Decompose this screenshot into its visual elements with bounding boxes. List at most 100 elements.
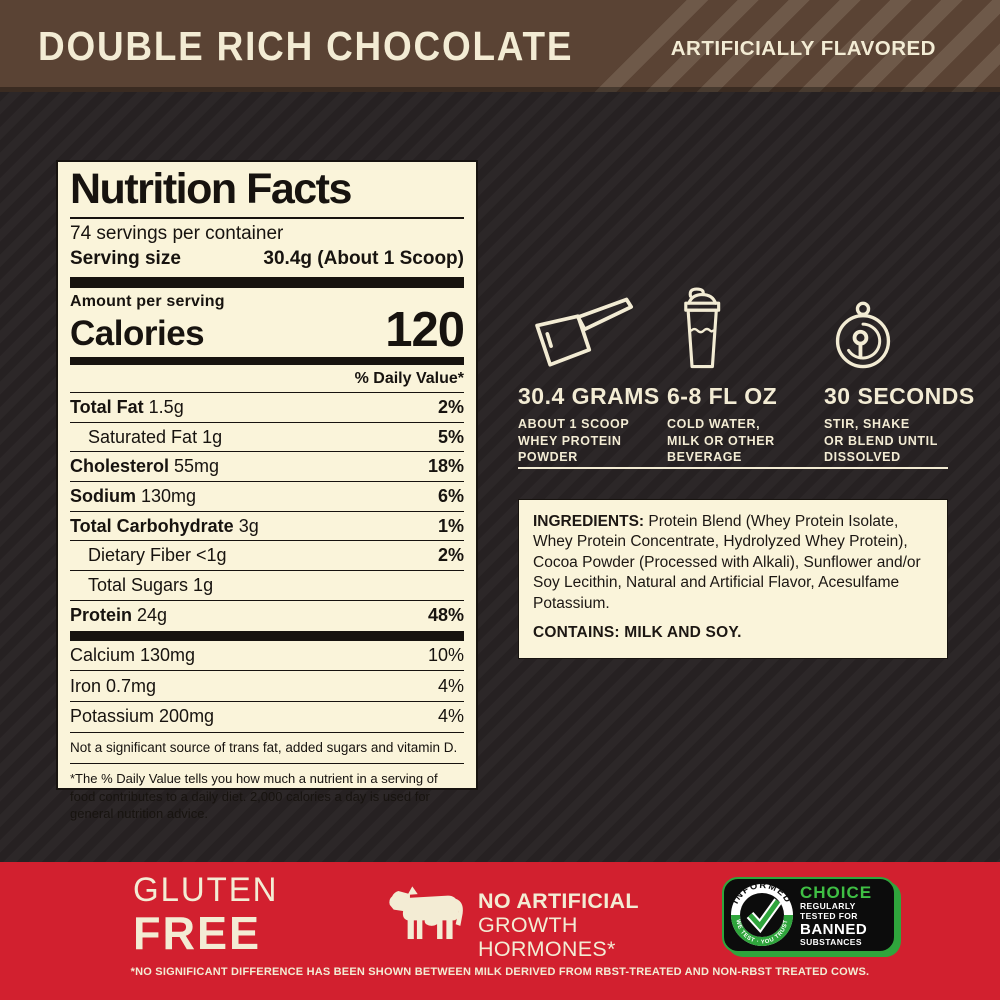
nutrient-dv: 18%	[427, 456, 464, 477]
not-significant-note: Not a significant source of trans fat, a…	[70, 731, 464, 763]
daily-value-footnote: *The % Daily Value tells you how much a …	[70, 762, 464, 824]
checkmark-icon	[748, 899, 781, 930]
nutrient-name: Saturated Fat 1g	[70, 427, 222, 448]
direction-heading: 6-8 FL OZ	[667, 383, 778, 409]
gluten-label: GLUTEN	[133, 871, 279, 909]
mineral-dv: 4%	[437, 706, 464, 727]
choice-label: CHOICE	[800, 882, 873, 902]
nutrient-name-bold: Protein	[70, 604, 133, 625]
badge-line: SUBSTANCES	[800, 936, 862, 947]
divider	[70, 216, 464, 219]
calories-row: Calories 120	[70, 302, 465, 357]
calories-value: 120	[385, 302, 465, 357]
nutrient-row-total-fat: Total Fat 1.5g 2%	[70, 392, 464, 422]
nutrient-name-rest: 1.5g	[143, 397, 184, 418]
thick-divider	[70, 357, 464, 366]
ingredients-text: INGREDIENTS: Protein Blend (Whey Protein…	[533, 512, 933, 614]
nutrient-name-bold: Total Fat	[70, 397, 144, 418]
nutrient-name-rest: 55mg	[169, 456, 220, 477]
badge-line: TESTED FOR	[800, 911, 858, 922]
mineral-dv: 10%	[427, 645, 464, 666]
flavor-banner: DOUBLE RICH CHOCOLATE ARTIFICIALLY FLAVO…	[0, 0, 1000, 92]
product-flavor-title: DOUBLE RICH CHOCOLATE	[38, 23, 574, 69]
nutrient-name-rest: 24g	[132, 604, 168, 625]
badge-text-block: CHOICE REGULARLY TESTED FOR BANNED SUBST…	[800, 883, 872, 948]
mineral-row-potassium: Potassium 200mg 4%	[70, 700, 464, 732]
nutrient-row-sodium: Sodium 130mg 6%	[70, 481, 464, 511]
thick-divider	[70, 630, 464, 641]
footer-banner: GLUTEN FREE NO ARTIFICIAL GROWTH HORMONE…	[0, 862, 1000, 1000]
badge-line: BANNED	[800, 920, 868, 938]
gluten-free-mark: GLUTEN FREE	[133, 873, 283, 956]
nutrient-dv: 2%	[437, 397, 464, 418]
servings-per-container: 74 servings per container	[70, 222, 284, 244]
nutrient-name: Total Sugars 1g	[70, 575, 213, 596]
nutrient-name-bold: Sodium	[70, 486, 136, 507]
nutrient-name: Total Carbohydrate 3g	[70, 516, 259, 537]
nutrient-name-rest: Total Sugars 1g	[88, 575, 214, 596]
mineral-row-calcium: Calcium 130mg 10%	[70, 641, 464, 671]
contains-statement: CONTAINS: MILK AND SOY.	[533, 624, 742, 642]
free-label: FREE	[133, 907, 262, 959]
nutrient-name-rest: 3g	[233, 515, 259, 536]
hormones-line: HORMONES*	[478, 937, 616, 962]
informed-choice-badge: INFORMED WE TEST · YOU TRUST CHOICE REGU…	[722, 877, 896, 953]
banner-stripe-pattern	[585, 0, 1000, 92]
direction-item-timer: 30 SECONDS STIR, SHAKE OR BLEND UNTIL DI…	[824, 282, 975, 466]
nutrient-name-rest: 130mg	[136, 486, 197, 507]
nutrient-name-bold: Total Carbohydrate	[70, 515, 234, 536]
daily-value-header: % Daily Value*	[354, 370, 464, 388]
mineral-row-iron: Iron 0.7mg 4%	[70, 670, 464, 701]
direction-subtext: ABOUT 1 SCOOP WHEY PROTEIN POWDER	[518, 417, 630, 464]
artificially-flavored-tag: ARTIFICIALLY FLAVORED	[670, 37, 936, 60]
nutrition-facts-title: Nutrition Facts	[70, 165, 352, 213]
rbst-disclaimer: *NO SIGNIFICANT DIFFERENCE HAS BEEN SHOW…	[130, 966, 870, 978]
scoop-icon	[518, 282, 660, 374]
nutrient-row-saturated-fat: Saturated Fat 1g 5%	[70, 421, 464, 452]
ingredients-label: INGREDIENTS:	[533, 513, 645, 530]
nutrient-name: Dietary Fiber <1g	[70, 545, 227, 566]
growth-line: GROWTH	[478, 913, 578, 938]
nutrient-dv: 5%	[437, 426, 464, 447]
direction-subtext: COLD WATER, MILK OR OTHER BEVERAGE	[667, 417, 775, 464]
divider	[518, 467, 948, 469]
serving-size-label: Serving size	[70, 247, 181, 269]
mineral-dv: 4%	[437, 675, 464, 696]
nutrient-name-bold: Cholesterol	[70, 456, 170, 477]
thick-divider	[70, 276, 464, 288]
nutrient-dv: 48%	[427, 604, 464, 625]
nutrient-name: Cholesterol 55mg	[70, 456, 219, 477]
direction-heading: 30 SECONDS	[824, 383, 975, 409]
shaker-bottle-icon	[667, 282, 777, 374]
nutrient-name: Total Fat 1.5g	[70, 397, 184, 418]
nutrient-row-cholesterol: Cholesterol 55mg 18%	[70, 451, 464, 481]
nutrient-name: Sodium 130mg	[70, 486, 196, 507]
mineral-name: Calcium 130mg	[70, 645, 196, 666]
nutrition-facts-panel: Nutrition Facts 74 servings per containe…	[56, 160, 478, 821]
mineral-name: Iron 0.7mg	[70, 675, 157, 696]
direction-subtext: STIR, SHAKE OR BLEND UNTIL DISSOLVED	[824, 417, 938, 464]
nutrient-name-rest: Saturated Fat 1g	[88, 426, 223, 447]
ingredients-box: INGREDIENTS: Protein Blend (Whey Protein…	[518, 499, 948, 659]
nutrient-row-carbohydrate: Total Carbohydrate 3g 1%	[70, 510, 464, 541]
stopwatch-icon	[824, 282, 975, 374]
nutrient-name: Protein 24g	[70, 605, 167, 626]
nutrient-row-dietary-fiber: Dietary Fiber <1g 2%	[70, 540, 464, 570]
direction-heading: 30.4 GRAMS	[518, 383, 660, 409]
serving-size-value: 30.4g (About 1 Scoop)	[263, 247, 464, 269]
nutrient-dv: 6%	[437, 486, 464, 507]
mineral-name: Potassium 200mg	[70, 706, 215, 727]
no-artificial-line: NO ARTIFICIAL	[478, 889, 639, 913]
nutrient-name-rest: Dietary Fiber <1g	[88, 545, 227, 566]
badge-line: REGULARLY	[800, 901, 856, 912]
nutrient-row-protein: Protein 24g 48%	[70, 599, 464, 630]
nutrient-row-total-sugars: Total Sugars 1g	[70, 570, 464, 600]
serving-size-row: Serving size 30.4g (About 1 Scoop)	[70, 248, 464, 270]
informed-seal-icon: INFORMED WE TEST · YOU TRUST	[730, 881, 793, 946]
calories-label: Calories	[70, 313, 205, 353]
nutrient-dv: 2%	[437, 545, 464, 566]
direction-item-shaker: 6-8 FL OZ COLD WATER, MILK OR OTHER BEVE…	[667, 282, 777, 466]
ingredients-body: Protein Blend (Whey Protein Isolate, Whe…	[533, 513, 921, 612]
cow-icon	[384, 884, 470, 951]
direction-item-scoop: 30.4 GRAMS ABOUT 1 SCOOP WHEY PROTEIN PO…	[518, 282, 660, 466]
